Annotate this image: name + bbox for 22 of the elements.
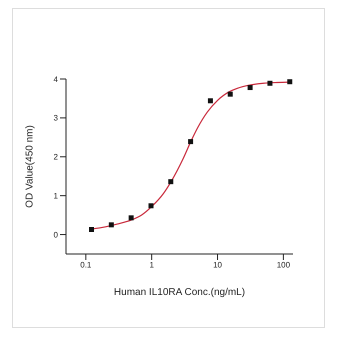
x-tick-label: 100 (276, 260, 291, 270)
x-tick-label: 0.1 (80, 260, 92, 270)
y-tick-label: 1 (54, 192, 59, 201)
point (287, 79, 292, 84)
point (148, 203, 154, 208)
point (128, 215, 134, 220)
point (248, 85, 253, 90)
y-tick-label: 3 (54, 114, 59, 123)
point (168, 179, 174, 184)
y-axis-title: OD Value(450 nm) (24, 125, 36, 208)
point (267, 80, 272, 86)
point (89, 227, 94, 232)
point (228, 92, 233, 97)
y-tick-label: 2 (54, 152, 59, 162)
y-tick-label: 0 (54, 230, 59, 240)
y-tick-label: 4 (54, 74, 59, 84)
x-tick-label: 1 (149, 260, 154, 270)
x-axis-title: Human IL10RA Conc.(ng/mL) (114, 287, 246, 298)
point (208, 98, 213, 104)
point (188, 139, 194, 144)
x-tick-label: 10 (213, 260, 223, 270)
point (108, 222, 114, 228)
